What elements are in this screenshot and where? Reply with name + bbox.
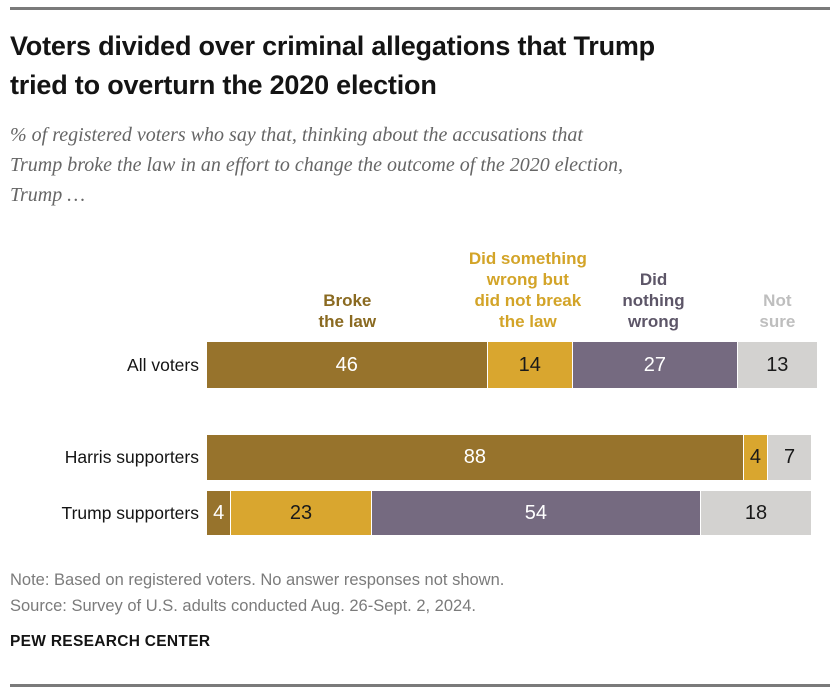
column-headers: Broke the law Did something wrong but di… — [207, 228, 817, 332]
chart-subtitle-line-3: Trump … — [10, 184, 86, 206]
bar-value: 14 — [518, 353, 541, 376]
chart-row: Trump supporters 4 23 54 18 — [10, 491, 817, 535]
chart-notes: Note: Based on registered voters. No ans… — [10, 567, 830, 619]
column-header-did-something-wrong: Did something wrong but did not break th… — [468, 249, 587, 331]
chart-subtitle-line-2: Trump broke the law in an effort to chan… — [10, 154, 624, 176]
bar-segment-nothing-wrong: 54 — [371, 491, 702, 535]
bar-value: 46 — [335, 353, 358, 376]
bar-segment-not-sure: 7 — [768, 435, 811, 480]
chart-row: All voters 46 14 27 13 — [10, 342, 817, 388]
note-text: Note: Based on registered voters. No ans… — [10, 571, 505, 589]
bar-segment-not-sure: 18 — [701, 491, 811, 535]
chart-subtitle: % of registered voters who say that, thi… — [10, 120, 830, 210]
chart-title-line-1: Voters divided over criminal allegations… — [10, 31, 655, 61]
column-header-did-nothing-wrong: Did nothing wrong — [622, 270, 685, 331]
chart-title: Voters divided over criminal allegations… — [10, 27, 810, 105]
bar-segment-wrong-not-break: 23 — [231, 491, 372, 535]
top-rule — [10, 7, 830, 10]
bar-value: 88 — [463, 446, 487, 468]
bar-value: 54 — [524, 501, 547, 524]
bar-value: 7 — [783, 446, 796, 468]
column-header-broke-the-law: Broke the law — [318, 291, 377, 331]
column-header-not-sure: Not sure — [759, 291, 796, 331]
bar-value: 4 — [213, 501, 225, 524]
row-label: Trump supporters — [61, 502, 199, 523]
stacked-bar: 88 4 7 — [207, 435, 817, 480]
stacked-bar-chart: All voters 46 14 27 13 Harris supporters 88 4 7 T… — [10, 342, 817, 535]
bar-value: 23 — [289, 501, 313, 524]
chart-row: Harris supporters 88 4 7 — [10, 435, 817, 480]
row-label: All voters — [127, 354, 199, 375]
bar-value: 27 — [643, 353, 666, 376]
bar-value: 4 — [749, 446, 762, 468]
bar-segment-not-sure: 13 — [737, 342, 817, 388]
stacked-bar: 46 14 27 13 — [207, 342, 817, 388]
bar-segment-wrong-not-break: 4 — [743, 435, 769, 480]
chart-subtitle-line-1: % of registered voters who say that, thi… — [10, 124, 583, 146]
bottom-rule — [10, 684, 830, 687]
bar-segment-nothing-wrong: 27 — [572, 342, 738, 388]
bar-value: 13 — [766, 353, 789, 376]
chart-title-line-2: tried to overturn the 2020 election — [10, 70, 437, 100]
bar-segment-broke-law: 46 — [207, 342, 488, 388]
row-label: Harris supporters — [64, 447, 199, 467]
stacked-bar: 4 23 54 18 — [207, 491, 817, 535]
bar-value: 18 — [744, 501, 768, 524]
pew-research-center-wordmark: PEW RESEARCH CENTER — [10, 633, 211, 650]
bar-segment-broke-law: 4 — [207, 491, 232, 535]
bar-segment-wrong-not-break: 14 — [487, 342, 573, 388]
source-text: Source: Survey of U.S. adults conducted … — [10, 597, 476, 615]
bar-segment-broke-law: 88 — [207, 435, 744, 480]
